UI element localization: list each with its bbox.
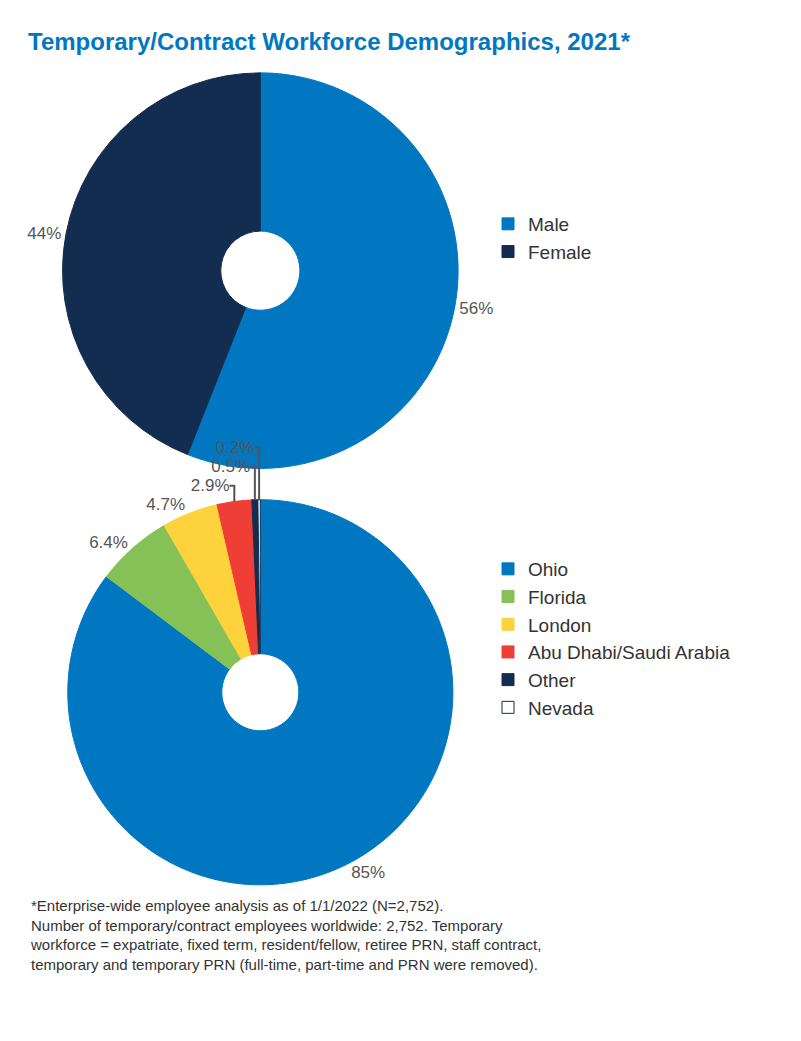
svg-text:0.2%: 0.2% <box>216 438 255 457</box>
svg-text:85%: 85% <box>351 863 385 882</box>
svg-text:56%: 56% <box>459 299 493 318</box>
svg-text:0.5%: 0.5% <box>211 457 250 476</box>
svg-text:Ohio: Ohio <box>528 559 568 580</box>
svg-text:Temporary/Contract Workforce D: Temporary/Contract Workforce Demographic… <box>28 28 631 55</box>
svg-text:*Enterprise-wide employee anal: *Enterprise-wide employee analysis as of… <box>30 897 541 973</box>
svg-text:4.7%: 4.7% <box>146 495 185 514</box>
svg-text:Nevada: Nevada <box>528 698 594 719</box>
svg-text:Abu Dhabi/Saudi Arabia: Abu Dhabi/Saudi Arabia <box>528 642 730 663</box>
svg-text:Male: Male <box>528 214 569 235</box>
svg-text:44%: 44% <box>27 224 61 243</box>
svg-text:London: London <box>528 615 591 636</box>
svg-text:2.9%: 2.9% <box>191 476 230 495</box>
svg-text:Female: Female <box>528 242 591 263</box>
svg-text:Florida: Florida <box>528 587 587 608</box>
svg-text:6.4%: 6.4% <box>89 533 128 552</box>
svg-text:Other: Other <box>528 670 576 691</box>
